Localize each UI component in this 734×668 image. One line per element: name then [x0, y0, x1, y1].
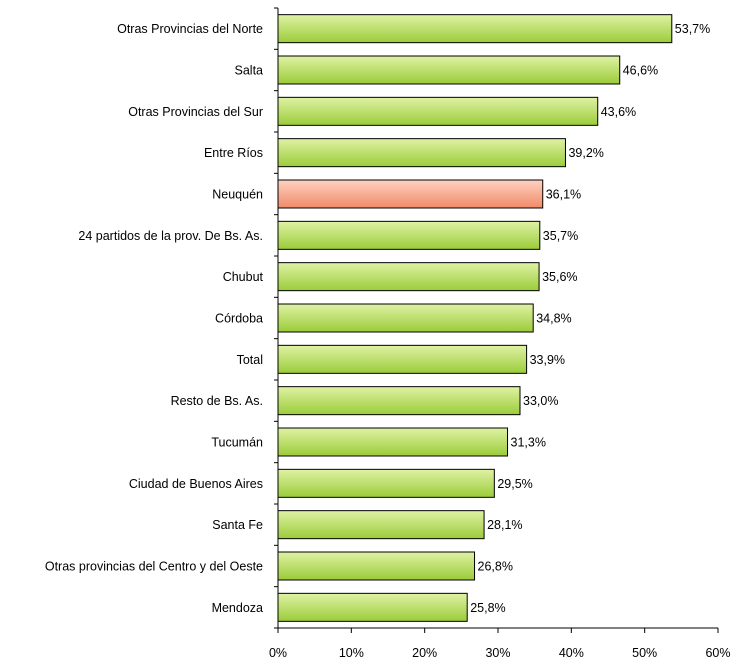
- category-label: Otras Provincias del Norte: [117, 22, 263, 36]
- value-label: 39,2%: [568, 146, 603, 160]
- bars-group: [277, 14, 673, 622]
- bar-11: [277, 427, 509, 457]
- category-label: Ciudad de Buenos Aires: [129, 477, 263, 491]
- bar-2: [277, 55, 621, 85]
- x-tick-label: 20%: [412, 646, 437, 660]
- bar-3: [277, 96, 599, 126]
- value-label: 43,6%: [601, 105, 636, 119]
- value-label: 35,6%: [542, 270, 577, 284]
- category-label: Resto de Bs. As.: [171, 394, 263, 408]
- value-label: 26,8%: [478, 560, 513, 574]
- bar-4: [277, 138, 566, 168]
- bar-5: [277, 179, 544, 209]
- category-label: Neuquén: [212, 188, 263, 202]
- category-label: Santa Fe: [212, 518, 263, 532]
- bar-9: [277, 344, 528, 374]
- category-label: 24 partidos de la prov. De Bs. As.: [78, 229, 263, 243]
- value-label: 34,8%: [536, 312, 571, 326]
- bar-13: [277, 510, 485, 540]
- axes: 0% 10% 20% 30% 40% 50% 60%: [269, 7, 731, 660]
- x-tick-label: 10%: [339, 646, 364, 660]
- category-label: Otras provincias del Centro y del Oeste: [45, 560, 263, 574]
- category-label: Mendoza: [212, 601, 263, 615]
- category-label: Otras Provincias del Sur: [128, 105, 263, 119]
- value-label: 35,7%: [543, 229, 578, 243]
- category-label: Chubut: [223, 270, 264, 284]
- bar-14: [277, 551, 476, 581]
- x-tick-label: 40%: [559, 646, 584, 660]
- category-label: Salta: [235, 64, 264, 78]
- bar-6: [277, 220, 541, 250]
- x-tick-label: 60%: [705, 646, 730, 660]
- category-label: Tucumán: [211, 436, 263, 450]
- bar-7: [277, 262, 540, 292]
- category-label: Total: [237, 353, 263, 367]
- bar-12: [277, 468, 495, 498]
- bar-1: [277, 14, 673, 44]
- value-label: 28,1%: [487, 518, 522, 532]
- x-tick-label: 30%: [485, 646, 510, 660]
- value-label: 46,6%: [623, 64, 658, 78]
- category-labels: Otras Provincias del Norte Salta Otras Pro…: [45, 22, 264, 615]
- value-label: 33,9%: [530, 353, 565, 367]
- category-label: Córdoba: [215, 312, 263, 326]
- value-label: 36,1%: [546, 188, 581, 202]
- value-label: 31,3%: [511, 436, 546, 450]
- category-label: Entre Ríos: [204, 146, 263, 160]
- bar-8: [277, 303, 534, 333]
- value-labels: 53,7% 46,6% 43,6% 39,2% 36,1% 35,7% 35,6% 34,8%…: [470, 22, 710, 615]
- value-label: 33,0%: [523, 394, 558, 408]
- bar-15: [277, 592, 468, 622]
- value-label: 53,7%: [675, 22, 710, 36]
- x-tick-label: 0%: [269, 646, 287, 660]
- bar-10: [277, 386, 521, 416]
- x-tick-label: 50%: [632, 646, 657, 660]
- value-label: 29,5%: [497, 477, 532, 491]
- value-label: 25,8%: [470, 601, 505, 615]
